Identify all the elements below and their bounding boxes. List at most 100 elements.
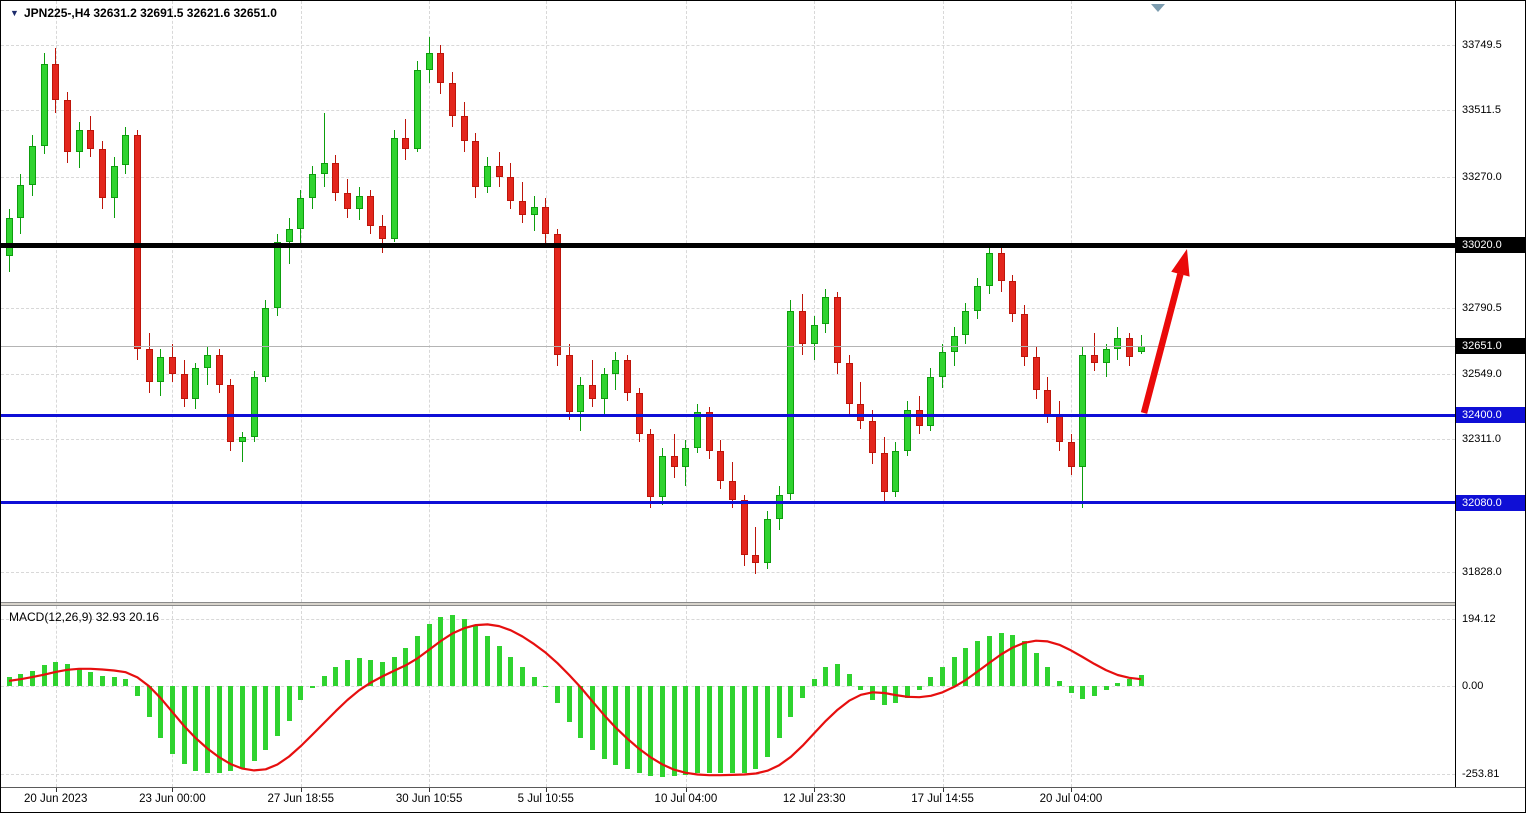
price-axis-label: 33511.5 (1462, 104, 1501, 117)
candle-body (764, 519, 771, 564)
macd-histogram-bar (508, 656, 514, 687)
candle-body (904, 409, 912, 451)
signal-line-path (8, 623, 1142, 777)
candle-body (1032, 357, 1040, 391)
price-gridline (1, 176, 1455, 178)
time-label: 23 Jun 00:00 (139, 793, 206, 805)
hline-33020.0[interactable] (1, 242, 1455, 248)
price-axis-label: 32790.5 (1462, 301, 1502, 314)
candle-body (519, 201, 526, 215)
price-badge: 32400.0 (1456, 407, 1525, 423)
candle-body (682, 447, 690, 468)
macd-histogram-bar (648, 686, 654, 777)
time-label: 20 Jul 04:00 (1039, 793, 1103, 805)
candle-body (507, 176, 515, 202)
time-gridline (300, 1, 302, 602)
macd-axis-label: 194.12 (1462, 612, 1496, 625)
time-label: 5 Jul 10:55 (517, 793, 574, 805)
candle-body (285, 228, 293, 243)
macd-histogram-bar (555, 686, 560, 704)
hline-32080.0[interactable] (1, 501, 1455, 505)
macd-histogram-bar (146, 686, 152, 718)
price-gridline (1, 571, 1455, 573)
symbol-dropdown-icon[interactable]: ▼ (10, 8, 19, 18)
candle-body (40, 64, 48, 147)
macd-histogram-bar (531, 677, 537, 687)
candle-body (810, 324, 818, 344)
macd-histogram-bar (379, 661, 385, 687)
candle-body (484, 165, 491, 188)
candle-body (17, 184, 25, 218)
main-pane[interactable]: ▼ JPN225-,H4 32631.2 32691.5 32621.6 326… (1, 1, 1455, 602)
time-tick-mark (814, 788, 816, 792)
candle-body (659, 456, 666, 498)
hline-32400.0[interactable] (1, 413, 1455, 417)
candle-body (927, 376, 935, 426)
macd-histogram-bar (1010, 634, 1016, 687)
time-tick-mark (1071, 788, 1072, 792)
candle-body (1102, 349, 1110, 363)
candle-body (180, 373, 188, 399)
candle-body (145, 349, 153, 383)
macd-histogram-bar (625, 686, 630, 770)
macd-histogram-bar (951, 656, 957, 687)
macd-histogram-bar (1021, 641, 1027, 687)
macd-histogram-bar (251, 686, 257, 761)
price-badge: 32080.0 (1456, 494, 1525, 511)
macd-histogram-bar (1033, 653, 1039, 687)
pane-splitter[interactable] (1, 602, 1525, 606)
candle-body (857, 404, 865, 421)
time-tick-mark (172, 788, 174, 792)
price-gridline (1, 45, 1455, 46)
candle-body (950, 335, 958, 352)
time-gridline (545, 1, 547, 602)
time-axis[interactable]: 20 Jun 2023 23 Jun 00:00 27 Jun 18:55 30 Ju… (1, 788, 1525, 812)
time-tick-mark (942, 788, 944, 792)
symbol-ohlc-label: JPN225-,H4 32631.2 32691.5 32621.6 32651… (24, 6, 277, 20)
candle-body (939, 351, 947, 377)
trend-arrow[interactable] (1, 1, 1455, 602)
candle-body (647, 434, 655, 498)
price-axis-label: 31828.0 (1462, 565, 1502, 578)
macd-histogram-bar (263, 686, 269, 751)
macd-histogram-bar (193, 686, 199, 772)
macd-histogram-bar (309, 686, 315, 688)
candle-body (542, 206, 550, 234)
time-gridline (814, 606, 816, 787)
candle-body (425, 53, 433, 70)
macd-histogram-bar (671, 686, 677, 777)
candle-body (822, 297, 830, 325)
candle-body (297, 198, 305, 229)
time-tick-mark (300, 788, 302, 792)
price-axis[interactable]: 33749.5 33511.5 33270.0 32790.5 32549.0 32311… (1455, 1, 1525, 787)
candle-body (834, 297, 842, 363)
macd-histogram-bar (706, 686, 712, 773)
price-axis-label: 32549.0 (1462, 368, 1502, 381)
macd-histogram-bar (881, 686, 887, 706)
macd-histogram-bar (18, 674, 24, 687)
candle-body (1090, 354, 1098, 363)
macd-histogram-bar (216, 686, 222, 773)
macd-pane[interactable]: MACD(12,26,9) 32.93 20.16 (1, 606, 1455, 787)
candle-body (775, 494, 783, 520)
candle-body (799, 310, 807, 344)
candle-body (460, 116, 468, 141)
candle-body (752, 554, 760, 563)
macd-histogram-bar (41, 665, 47, 687)
candle-body (1137, 346, 1145, 352)
candle-body (565, 354, 573, 413)
macd-histogram-bar (1126, 678, 1132, 687)
candle-body (997, 253, 1005, 281)
macd-axis-label: 0.00 (1462, 680, 1484, 693)
chart-shift-marker-icon[interactable] (1151, 4, 1165, 12)
price-badge: 33020.0 (1456, 237, 1525, 253)
macd-histogram-bar (485, 635, 490, 687)
hline-32651.0[interactable] (1, 345, 1455, 347)
candle-body (1044, 390, 1052, 415)
macd-histogram-bar (788, 686, 794, 718)
macd-histogram-bar (858, 686, 864, 690)
time-gridline (1071, 606, 1072, 787)
macd-histogram-bar (835, 663, 841, 687)
time-gridline (55, 1, 57, 602)
